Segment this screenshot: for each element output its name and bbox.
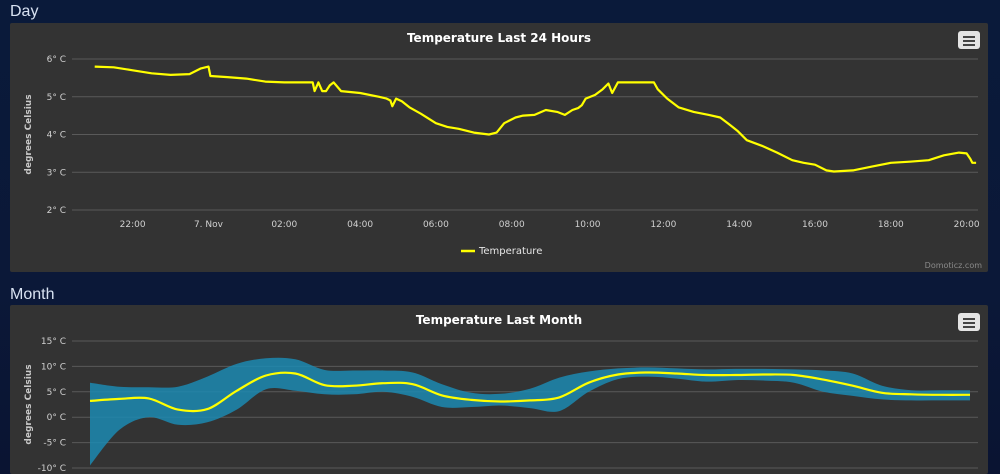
day-legend-label: Temperature: [478, 246, 542, 257]
day-temperature-line: [94, 65, 977, 173]
month-chart-title: Temperature Last Month: [416, 313, 582, 327]
month-chart-menu-button[interactable]: [958, 313, 980, 331]
day-x-tick-label: 02:00: [271, 220, 297, 230]
month-average-line: [89, 371, 971, 413]
day-y-tick-label: 3° C: [47, 168, 66, 178]
month-y-tick-label: 10° C: [41, 362, 66, 372]
month-y-tick-label: -10° C: [38, 464, 66, 474]
day-credit-text: Domoticz.com: [925, 261, 983, 270]
section-title-day: Day: [10, 3, 39, 20]
day-chart-menu-button[interactable]: [958, 31, 980, 49]
day-x-tick-label: 7. Nov: [194, 220, 224, 230]
day-x-tick-label: 12:00: [650, 220, 676, 230]
month-chart-panel: Temperature Last Month -10° C -5° C 0° C 5° …: [10, 305, 988, 474]
day-x-tick-label: 10:00: [575, 220, 601, 230]
month-range-area: [90, 357, 970, 466]
day-y-tick-label: 5° C: [47, 93, 66, 103]
day-x-tick-label: 18:00: [878, 220, 904, 230]
day-y-axis-label: degrees Celsius: [24, 94, 34, 174]
day-x-tick-label: 06:00: [423, 220, 449, 230]
day-chart: Temperature Last 24 Hours 2° C 3° C 4° C 5° …: [24, 31, 983, 270]
month-y-axis-label: degrees Celsius: [24, 364, 34, 444]
section-title-month: Month: [10, 286, 55, 303]
day-x-tick-label: 04:00: [347, 220, 373, 230]
day-y-tick-label: 4° C: [47, 131, 66, 141]
day-y-tick-label: 2° C: [47, 206, 66, 216]
month-chart: Temperature Last Month -10° C -5° C 0° C 5° …: [24, 313, 978, 474]
day-chart-title: Temperature Last 24 Hours: [407, 31, 591, 45]
day-x-tick-label: 22:00: [120, 220, 146, 230]
day-x-tick-label: 20:00: [954, 220, 980, 230]
day-x-tick-label: 08:00: [499, 220, 525, 230]
day-x-tick-label: 14:00: [726, 220, 752, 230]
month-y-tick-label: 5° C: [47, 388, 66, 398]
day-y-tick-label: 6° C: [47, 55, 66, 65]
month-y-tick-label: -5° C: [43, 439, 66, 449]
month-y-tick-label: 15° C: [41, 337, 66, 347]
day-chart-panel: Temperature Last 24 Hours 2° C 3° C 4° C 5° …: [10, 23, 988, 272]
month-y-tick-label: 0° C: [47, 413, 66, 423]
day-x-tick-label: 16:00: [802, 220, 828, 230]
